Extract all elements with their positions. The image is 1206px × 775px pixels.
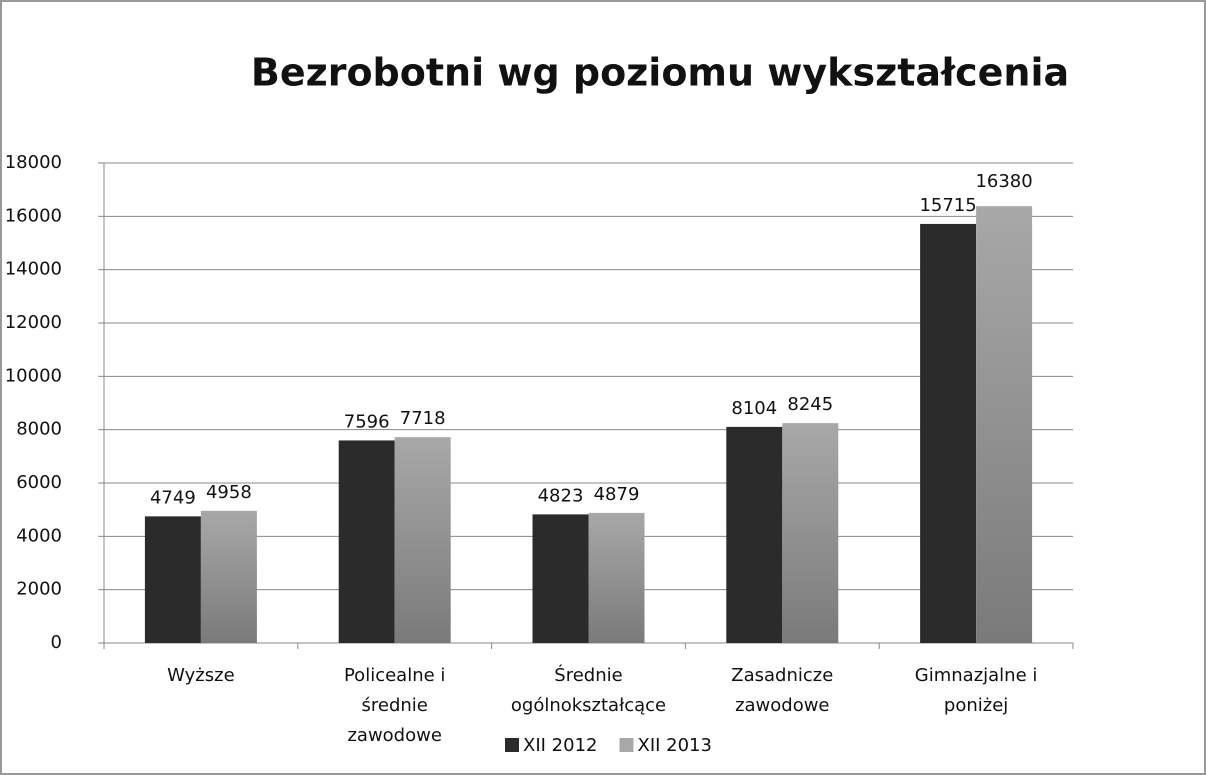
- bar: [532, 514, 589, 643]
- legend-label: XII 2012: [523, 735, 597, 756]
- x-tick-label: Policealne i średnie zawodowe: [344, 665, 445, 746]
- y-tick-label: 8000: [16, 419, 62, 440]
- data-label: 15715: [919, 195, 976, 216]
- bar: [338, 440, 395, 643]
- bar: [588, 512, 645, 643]
- y-tick-label: 10000: [5, 365, 62, 386]
- data-label: 7596: [344, 411, 390, 432]
- bar: [726, 426, 783, 643]
- data-label: 8104: [731, 398, 777, 419]
- data-label: 4958: [206, 482, 252, 503]
- y-tick-label: 16000: [5, 205, 62, 226]
- legend-label: XII 2013: [637, 735, 711, 756]
- bar: [976, 206, 1033, 643]
- data-label: 4879: [594, 484, 640, 505]
- bar: [920, 223, 977, 643]
- data-label: 4749: [150, 487, 196, 508]
- bar: [144, 516, 201, 643]
- y-tick-label: 6000: [16, 472, 62, 493]
- data-label: 7718: [400, 408, 446, 429]
- data-label: 16380: [975, 171, 1032, 192]
- y-tick-label: 18000: [5, 152, 62, 173]
- legend-swatch: [505, 738, 519, 752]
- chart-title: Bezrobotni wg poziomu wykształcenia: [251, 51, 1069, 95]
- bar: [394, 437, 451, 643]
- y-tick-label: 2000: [16, 579, 62, 600]
- y-tick-label: 0: [51, 632, 62, 653]
- x-tick-label: Zasadnicze zawodowe: [731, 665, 833, 716]
- data-label: 8245: [787, 394, 833, 415]
- x-tick-label: Gimnazjalne i poniżej: [915, 665, 1038, 716]
- legend-swatch: [619, 738, 634, 752]
- y-tick-label: 14000: [5, 259, 62, 280]
- bar: [200, 510, 257, 643]
- y-tick-label: 4000: [16, 525, 62, 546]
- x-tick-label: Wyższe: [167, 665, 234, 686]
- data-label: 4823: [538, 485, 584, 506]
- bar: [782, 423, 839, 643]
- y-tick-label: 12000: [5, 312, 62, 333]
- x-tick-label: Średnie ogólnokształcące: [511, 664, 666, 716]
